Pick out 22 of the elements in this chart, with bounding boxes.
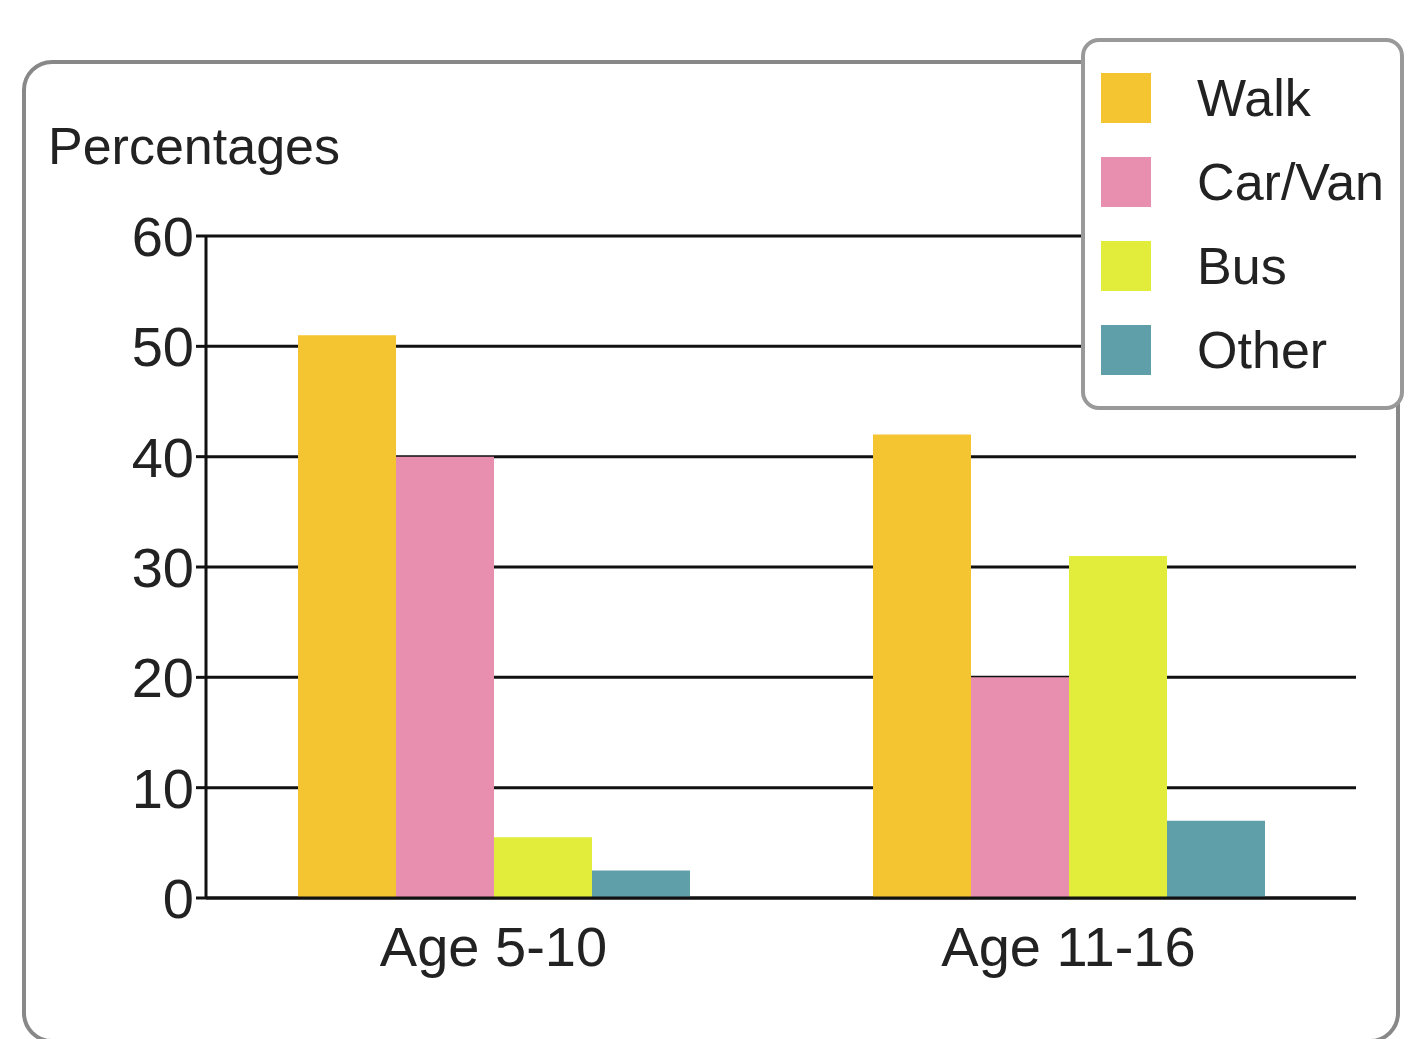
x-tick-label: Age 11-16 bbox=[941, 914, 1196, 978]
legend-label: Walk bbox=[1197, 68, 1311, 128]
y-tick-label: 40 bbox=[131, 425, 194, 489]
bar bbox=[1069, 555, 1167, 898]
legend-label: Other bbox=[1197, 320, 1328, 380]
legend-label: Car/Van bbox=[1197, 152, 1384, 212]
legend-label: Bus bbox=[1197, 236, 1287, 296]
y-tick-label: 20 bbox=[131, 646, 194, 710]
y-tick-label: 30 bbox=[131, 535, 194, 599]
bar bbox=[494, 837, 592, 898]
y-tick-label: 10 bbox=[131, 756, 194, 820]
bar bbox=[592, 870, 690, 898]
bar bbox=[298, 335, 396, 898]
bar bbox=[396, 456, 494, 898]
x-tick-label: Age 5-10 bbox=[379, 914, 608, 978]
y-axis-title: Percentages bbox=[48, 116, 340, 176]
y-tick-label: 0 bbox=[162, 866, 194, 930]
y-tick-label: 50 bbox=[131, 315, 194, 379]
bar bbox=[1167, 820, 1265, 898]
y-tick-label: 60 bbox=[131, 204, 194, 268]
bar bbox=[971, 677, 1069, 898]
bar bbox=[873, 434, 971, 898]
